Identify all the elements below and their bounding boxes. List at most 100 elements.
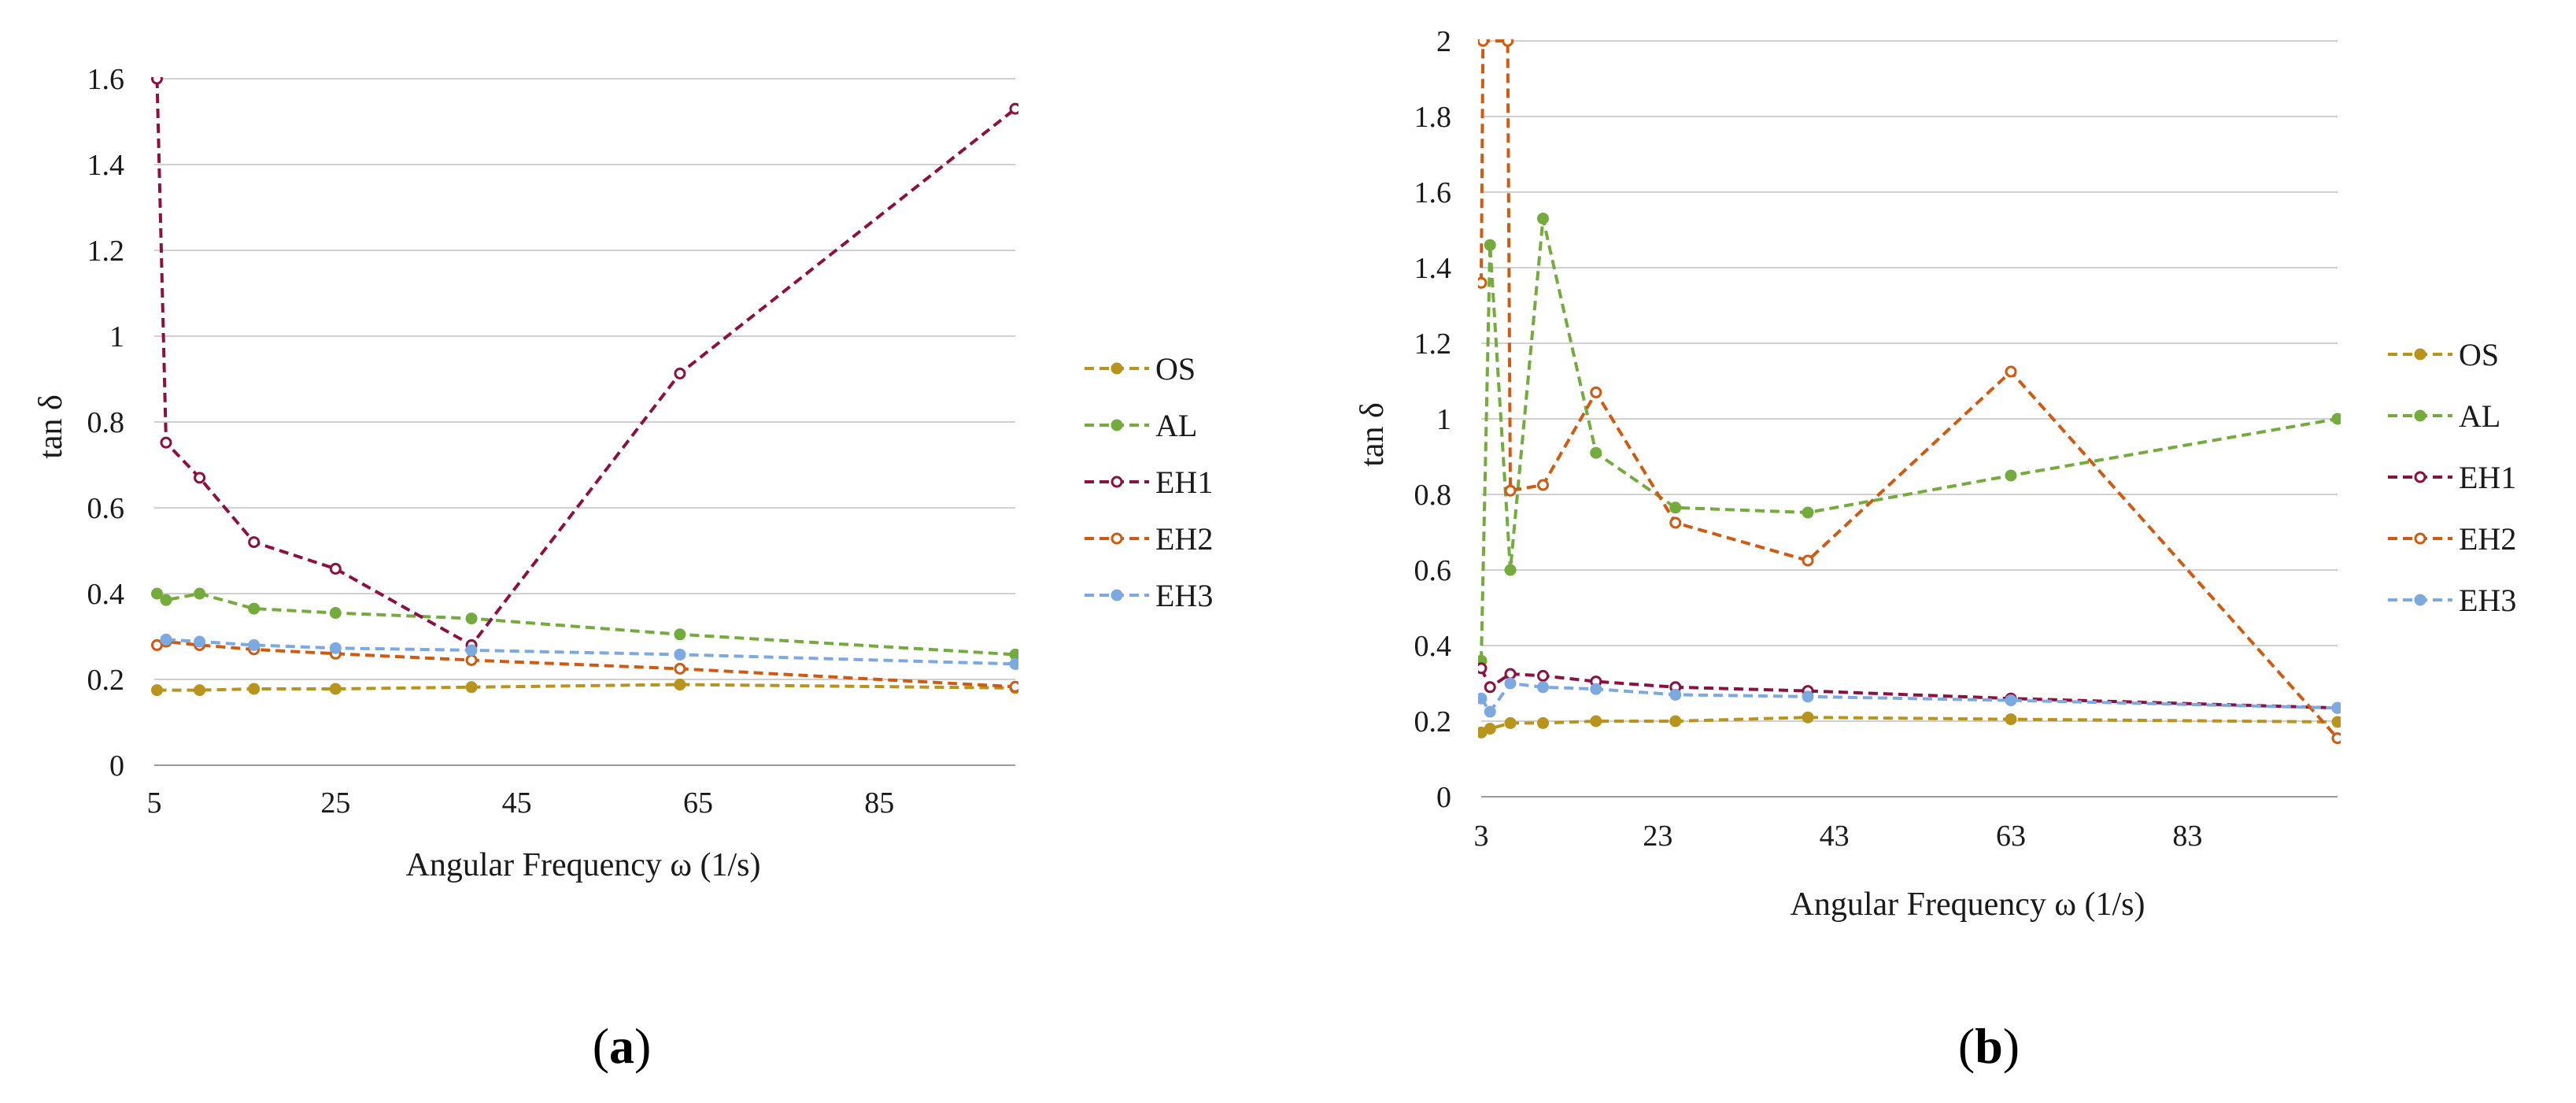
data-point-eh3: [2005, 694, 2017, 707]
data-point-al: [329, 607, 342, 620]
data-point-eh2: [1478, 276, 1488, 289]
data-point-al: [1669, 502, 1682, 514]
y-tick-label: 1: [109, 320, 124, 353]
y-tick-label: 1: [1436, 403, 1451, 436]
data-point-eh2: [465, 653, 478, 666]
x-tick-label: 43: [1820, 820, 1850, 853]
data-point-eh2: [1590, 386, 1602, 398]
data-point-eh3: [194, 635, 206, 648]
legend-marker-eh2: [1111, 532, 1123, 545]
data-point-eh2: [1504, 484, 1517, 497]
y-tick-label: 0.4: [1414, 630, 1452, 663]
data-point-os: [1537, 716, 1550, 729]
series-line-eh1: [1480, 667, 2338, 710]
y-tick-label: 0.8: [87, 406, 125, 439]
data-point-eh3: [1669, 688, 1682, 701]
data-point-os: [2005, 713, 2017, 726]
series-line-eh2: [1480, 39, 2339, 739]
data-point-eh2: [1537, 479, 1550, 491]
data-point-eh3: [160, 633, 172, 646]
data-point-al: [1504, 564, 1517, 576]
data-point-os: [2331, 716, 2341, 728]
data-point-al: [465, 613, 478, 625]
y-tick-label: 0: [1436, 781, 1451, 814]
y-tick-label: 1.6: [1414, 176, 1452, 209]
series-line-os: [157, 683, 1016, 692]
data-point-os: [194, 684, 206, 697]
data-point-eh1: [1537, 669, 1550, 682]
legend-label-os: OS: [2459, 337, 2499, 372]
data-point-al: [1009, 648, 1018, 661]
legend-label-eh1: EH1: [1155, 465, 1213, 500]
data-point-eh3: [1590, 683, 1602, 695]
data-point-eh2: [1478, 39, 1489, 47]
legend-label-eh2: EH2: [1155, 521, 1213, 557]
data-point-eh2: [1669, 516, 1682, 529]
data-point-eh2: [2005, 365, 2017, 378]
y-tick-label: 1.6: [87, 63, 125, 96]
x-tick-label: 5: [147, 787, 162, 820]
data-point-al: [2005, 469, 2017, 482]
data-point-eh1: [329, 562, 342, 575]
legend-label-eh3: EH3: [2459, 583, 2516, 618]
data-point-al: [160, 594, 172, 606]
x-tick-label: 3: [1474, 820, 1489, 853]
data-point-eh1: [160, 436, 172, 449]
data-point-al: [151, 587, 163, 600]
data-point-al: [1802, 506, 1814, 519]
chart-a-ylabel: tan δ: [33, 394, 69, 459]
x-tick-label: 63: [1996, 820, 2026, 853]
y-tick-label: 0.2: [1414, 705, 1452, 738]
legend-label-eh2: EH2: [2459, 521, 2516, 557]
data-point-eh3: [674, 648, 686, 661]
data-point-os: [465, 681, 478, 694]
y-tick-label: 1.4: [1414, 252, 1452, 285]
y-tick-label: 0.6: [87, 492, 125, 525]
legend-marker-eh3: [1111, 589, 1123, 601]
y-tick-label: 0.4: [87, 578, 125, 611]
y-tick-label: 1.2: [1414, 328, 1452, 361]
data-point-eh3: [1484, 705, 1496, 718]
legend-marker-eh3: [2414, 594, 2426, 606]
y-tick-label: 1.2: [87, 235, 125, 268]
data-point-al: [1484, 239, 1496, 251]
chart-b-ylabel: tan δ: [1355, 402, 1391, 467]
legend-label-eh3: EH3: [1155, 578, 1213, 613]
data-point-al: [1537, 213, 1550, 225]
x-tick-label: 23: [1643, 820, 1672, 853]
x-tick-label: 45: [502, 787, 532, 820]
data-point-os: [329, 683, 342, 695]
data-point-os: [1802, 711, 1814, 724]
panel-label-a: (a): [593, 1018, 652, 1074]
legend-marker-eh2: [2414, 532, 2426, 545]
data-point-os: [151, 684, 163, 697]
legend-marker-os: [1111, 362, 1123, 375]
legend-marker-al: [1111, 419, 1123, 431]
data-point-eh1: [1484, 681, 1496, 694]
legend-marker-al: [2414, 409, 2426, 422]
legend-marker-eh1: [2414, 471, 2426, 483]
x-tick-label: 85: [864, 787, 894, 820]
data-point-os: [1669, 715, 1682, 727]
legend-marker-eh1: [1111, 476, 1123, 488]
chart-a-xlabel: Angular Frequency ω (1/s): [405, 847, 760, 883]
legend-marker-os: [2414, 348, 2426, 361]
data-point-os: [248, 683, 261, 695]
data-point-eh1: [1504, 668, 1517, 680]
data-point-os: [674, 679, 686, 691]
data-point-eh1: [1478, 662, 1488, 675]
data-point-eh3: [1504, 677, 1517, 690]
data-point-al: [2331, 413, 2341, 425]
x-tick-label: 83: [2172, 820, 2202, 853]
data-point-os: [1590, 715, 1602, 727]
data-point-eh3: [329, 642, 342, 654]
data-point-eh1: [151, 77, 163, 85]
data-point-eh1: [194, 472, 206, 484]
panel-label-b: (b): [1958, 1018, 2020, 1074]
series-line-eh3: [1480, 681, 2338, 715]
data-point-eh3: [465, 644, 478, 657]
data-point-eh1: [1009, 102, 1018, 115]
data-point-al: [674, 628, 686, 641]
data-point-os: [1484, 723, 1496, 735]
